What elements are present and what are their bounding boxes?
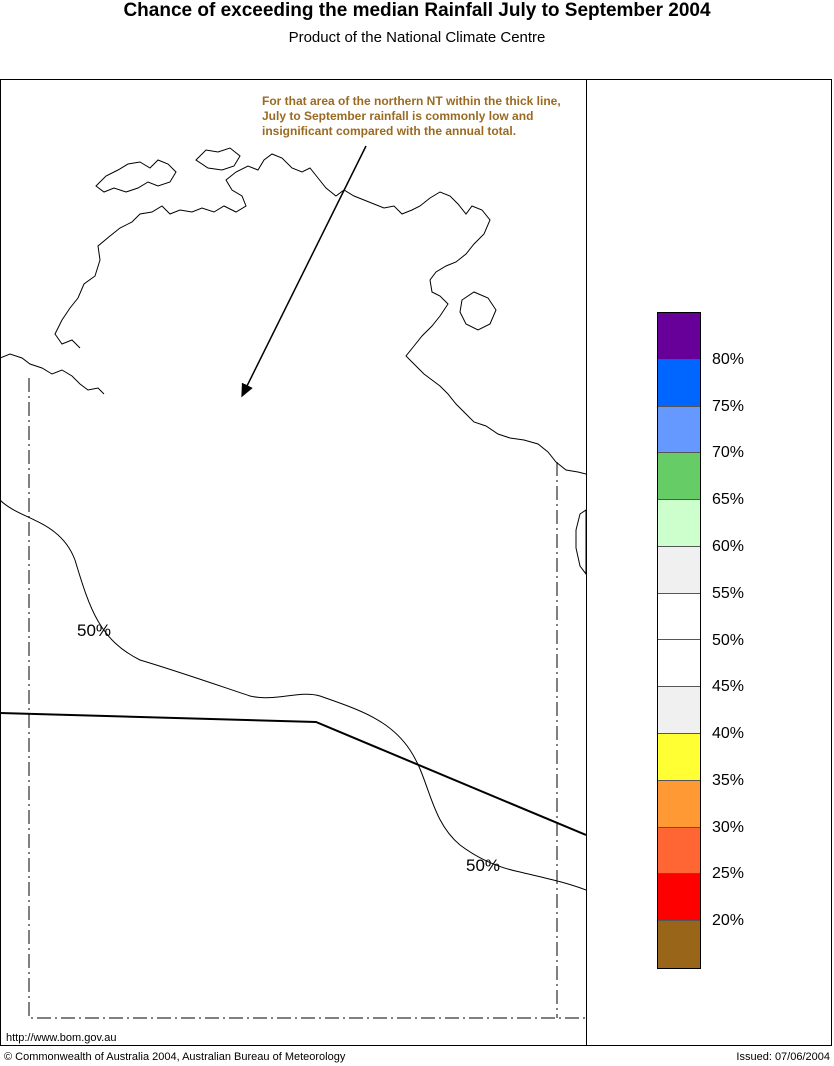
legend-swatch (658, 546, 700, 594)
legend-label: 35% (712, 771, 745, 789)
legend-swatch (658, 406, 700, 454)
legend-label: 20% (712, 912, 745, 930)
legend-swatch (658, 827, 700, 875)
map-canvas (0, 145, 586, 1019)
color-legend (657, 312, 701, 969)
legend-swatch (658, 780, 700, 828)
state-boundary (28, 378, 586, 1019)
source-url: http://www.bom.gov.au (6, 1032, 117, 1044)
contour-label-west: 50% (77, 621, 112, 640)
legend-label: 65% (712, 491, 745, 509)
contour-label-east: 50% (466, 856, 501, 875)
copyright-notice: © Commonwealth of Australia 2004, Austra… (4, 1051, 346, 1063)
legend-label: 40% (712, 725, 745, 743)
legend-label: 60% (712, 537, 745, 555)
legend-label: 30% (712, 818, 745, 836)
map-legend-divider (586, 79, 587, 1046)
page-subtitle: Product of the National Climate Centre (288, 29, 546, 46)
contour-50 (0, 499, 586, 891)
legend-label: 25% (712, 865, 745, 883)
legend-swatch (658, 453, 700, 501)
legend-swatch (658, 640, 700, 688)
legend-swatch (658, 874, 700, 922)
legend-label: 55% (712, 584, 745, 602)
legend-swatch (658, 500, 700, 547)
legend-label: 45% (712, 678, 745, 696)
island-groote (459, 291, 497, 331)
legend-swatch (658, 734, 700, 781)
legend-label: 70% (712, 444, 745, 462)
legend-swatch (658, 359, 700, 407)
legend-swatch (658, 687, 700, 735)
map-annotation: For that area of the northern NT within … (262, 94, 561, 138)
legend-label: 80% (712, 350, 745, 368)
legend-label: 50% (712, 631, 745, 649)
map-frame (0, 79, 832, 1046)
legend-swatch (658, 313, 700, 360)
island-north (195, 147, 241, 171)
island-east (575, 509, 586, 575)
page-title: Chance of exceeding the median Rainfall … (123, 0, 711, 21)
legend-swatch (658, 593, 700, 641)
annotation-arrow (241, 145, 367, 398)
thick-boundary-line (0, 712, 586, 836)
legend-swatch (658, 921, 700, 968)
island-melville (95, 159, 177, 193)
legend-label: 75% (712, 397, 745, 415)
issued-date: Issued: 07/06/2004 (736, 1051, 830, 1063)
coastline (0, 153, 586, 475)
